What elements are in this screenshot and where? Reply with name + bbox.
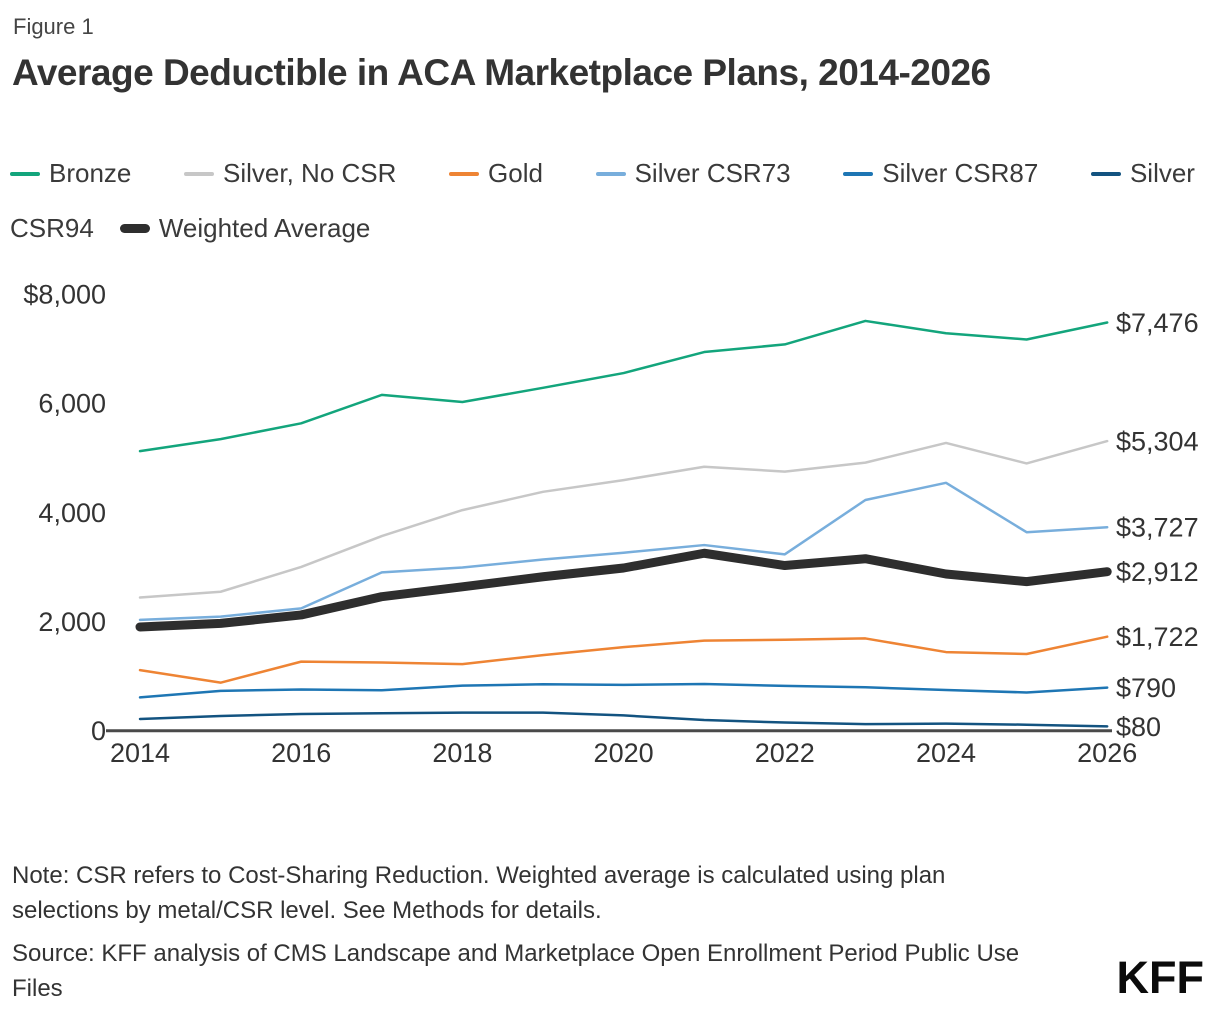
- page-title: Average Deductible in ACA Marketplace Pl…: [12, 52, 991, 93]
- end-label-silver-csr73: $3,727: [1116, 513, 1199, 543]
- silver-csr87-swatch-icon: [843, 171, 874, 176]
- legend-item-gold: Gold: [449, 158, 543, 189]
- end-label-weighted-average: $2,912: [1116, 557, 1199, 587]
- xtick-label: 2022: [755, 738, 815, 768]
- ytick-label: 2,000: [38, 607, 106, 637]
- series-line-silver-csr94: [138, 711, 1109, 728]
- xtick-label: 2014: [110, 738, 170, 768]
- end-label-silver-csr87: $790: [1116, 673, 1176, 703]
- kff-logo: KFF: [1116, 952, 1204, 1003]
- xtick-label: 2024: [916, 738, 976, 768]
- legend-label: Weighted Average: [158, 213, 371, 243]
- figure-label: Figure 1: [13, 14, 94, 39]
- legend-label: Silver, No CSR: [223, 158, 397, 188]
- bronze-swatch-icon: [10, 171, 40, 176]
- legend-label: Bronze: [49, 158, 132, 188]
- xtick-label: 2026: [1077, 738, 1137, 768]
- ytick-label: 4,000: [38, 498, 106, 528]
- legend-label: Silver: [1129, 158, 1195, 188]
- end-label-silver-no-csr: $5,304: [1116, 427, 1199, 457]
- weighted-average-swatch-icon: [119, 224, 150, 233]
- series-line-silver-csr73: [138, 481, 1109, 622]
- legend-label: CSR94: [10, 213, 94, 243]
- series-line-silver-csr87: [138, 682, 1109, 699]
- xtick-label: 2016: [271, 738, 331, 768]
- xtick-label: 2020: [594, 738, 654, 768]
- legend-item-silver-no-csr: Silver, No CSR: [184, 158, 396, 189]
- legend-item-silver-csr87: Silver CSR87: [843, 158, 1038, 189]
- series-line-bronze: [138, 319, 1109, 453]
- gold-swatch-icon: [449, 171, 480, 176]
- legend-row: CSR94 Weighted Average: [10, 201, 1195, 256]
- legend-row: Bronze Silver, No CSR Gold Silver CSR73 Silv…: [10, 146, 1195, 201]
- ytick-label: 0: [91, 716, 106, 746]
- xtick-label: 2018: [432, 738, 492, 768]
- end-label-bronze: $7,476: [1116, 308, 1199, 338]
- note-text: Note: CSR refers to Cost-Sharing Reducti…: [12, 862, 946, 924]
- legend-label: Gold: [488, 158, 543, 188]
- legend-item-bronze: Bronze: [10, 158, 131, 189]
- silver-no-csr-swatch-icon: [184, 171, 215, 176]
- silver-swatch-icon: [1090, 171, 1121, 176]
- legend-label: Silver CSR73: [634, 158, 791, 188]
- legend-item-csr94: CSR94: [10, 213, 94, 244]
- silver-csr73-swatch-icon: [595, 171, 626, 176]
- legend-item-weighted-average: Weighted Average: [119, 213, 371, 244]
- series-line-gold: [138, 635, 1109, 684]
- series-line-silver-no-csr: [138, 439, 1109, 599]
- legend-item-silver-csr73: Silver CSR73: [595, 158, 791, 189]
- ytick-label: 6,000: [38, 389, 106, 419]
- end-label-silver-csr94: $80: [1116, 712, 1161, 742]
- legend-item-silver: Silver: [1090, 158, 1195, 189]
- legend-label: Silver CSR87: [882, 158, 1039, 188]
- line-chart: $8,000 6,000 4,000 2,000 0 2014 2016 2018 2020 20…: [0, 270, 1220, 790]
- source-text: Source: KFF analysis of CMS Landscape an…: [12, 940, 1020, 1002]
- end-label-gold: $1,722: [1116, 622, 1199, 652]
- series-line-weighted-average: [135, 548, 1112, 632]
- chart-legend: Bronze Silver, No CSR Gold Silver CSR73 Silv…: [10, 146, 1195, 256]
- ytick-label: $8,000: [23, 279, 106, 309]
